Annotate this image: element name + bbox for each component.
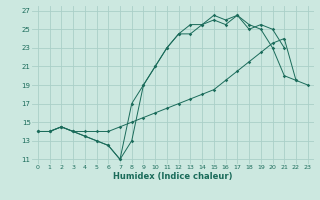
X-axis label: Humidex (Indice chaleur): Humidex (Indice chaleur) [113,172,233,181]
